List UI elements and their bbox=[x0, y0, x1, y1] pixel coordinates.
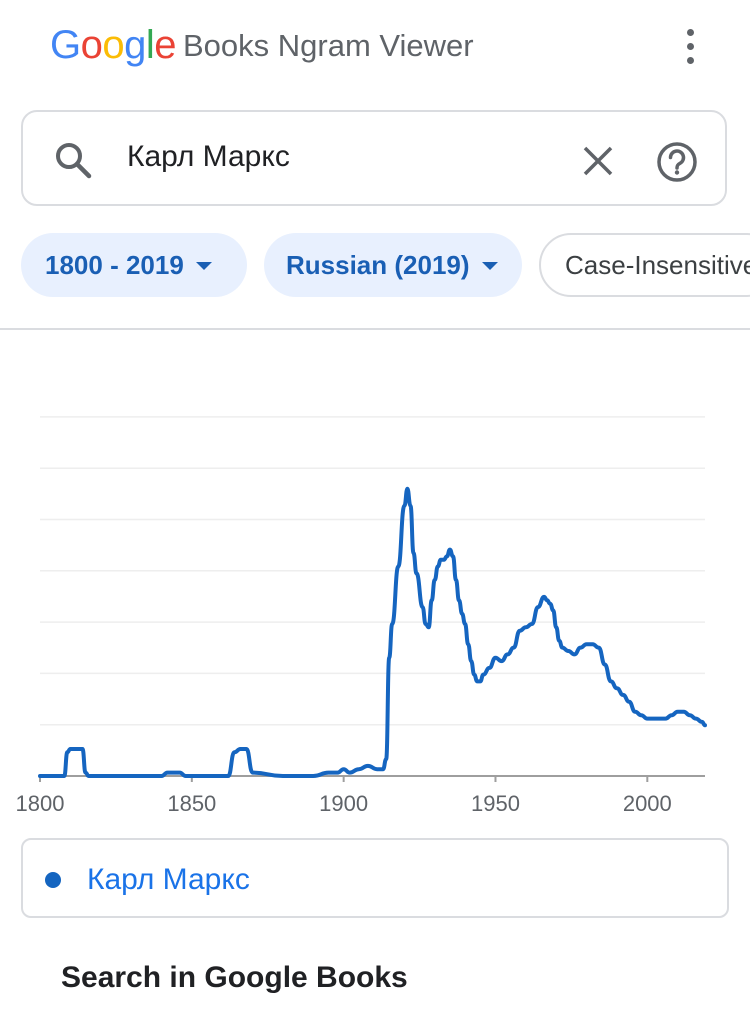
chart-grid bbox=[40, 416, 705, 726]
case-chip[interactable]: Case-Insensitive bbox=[539, 233, 750, 297]
legend: Карл Маркс bbox=[21, 838, 729, 918]
case-label: Case-Insensitive bbox=[565, 250, 750, 280]
caret-down-icon bbox=[195, 261, 212, 270]
kebab-dot bbox=[687, 43, 694, 50]
logo-letter: l bbox=[145, 23, 155, 67]
logo-letter: G bbox=[50, 23, 81, 67]
more-vert-icon[interactable] bbox=[672, 24, 708, 68]
year-range-chip[interactable]: 1800 - 2019 bbox=[21, 233, 247, 297]
corpus-chip[interactable]: Russian (2019) bbox=[264, 233, 522, 297]
ngram-chart: 1800 1850 1900 1950 2000 bbox=[16, 416, 707, 816]
x-tick-label: 1800 bbox=[16, 791, 65, 816]
close-icon[interactable] bbox=[579, 142, 617, 180]
logo-letter: e bbox=[154, 23, 177, 67]
books-section-heading: Search in Google Books bbox=[61, 961, 408, 994]
x-tick-label: 1900 bbox=[319, 791, 368, 816]
search-icon[interactable] bbox=[53, 140, 93, 180]
logo-letter: o bbox=[102, 23, 125, 67]
legend-item-link[interactable]: Карл Маркс bbox=[87, 863, 250, 896]
app-header: Google Books Ngram Viewer bbox=[0, 0, 750, 95]
product-name: Books Ngram Viewer bbox=[183, 28, 474, 63]
series-line[interactable] bbox=[38, 486, 707, 778]
corpus-label: Russian (2019) bbox=[286, 250, 470, 280]
x-tick-label: 1850 bbox=[167, 791, 216, 816]
search-input[interactable]: Карл Маркс bbox=[127, 140, 290, 173]
logo-letter: g bbox=[124, 23, 146, 67]
logo-letter: o bbox=[80, 23, 103, 67]
kebab-dot bbox=[687, 29, 694, 36]
caret-down-icon bbox=[481, 261, 498, 270]
google-logo[interactable]: Google bbox=[50, 22, 177, 68]
kebab-dot bbox=[687, 57, 694, 64]
help-circle-icon[interactable] bbox=[655, 140, 699, 184]
x-tick-label: 1950 bbox=[471, 791, 520, 816]
divider bbox=[0, 328, 750, 330]
x-tick-label: 2000 bbox=[623, 791, 672, 816]
x-axis-ticks: 1800 1850 1900 1950 2000 bbox=[16, 776, 672, 816]
year-range-label: 1800 - 2019 bbox=[45, 250, 184, 280]
legend-dot bbox=[45, 872, 61, 888]
search-box[interactable]: Карл Маркс bbox=[21, 110, 727, 206]
